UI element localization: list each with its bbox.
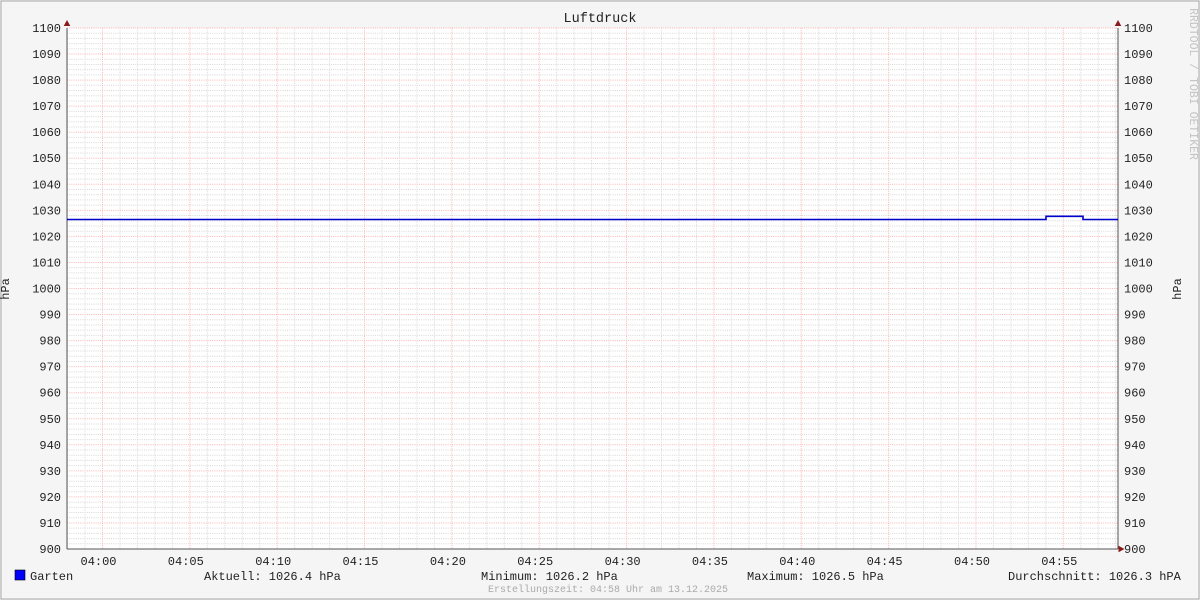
svg-text:04:30: 04:30	[605, 555, 641, 569]
svg-text:04:40: 04:40	[779, 555, 815, 569]
svg-text:04:15: 04:15	[343, 555, 379, 569]
svg-text:04:10: 04:10	[255, 555, 291, 569]
svg-text:1060: 1060	[1124, 126, 1153, 140]
svg-text:960: 960	[39, 387, 61, 401]
svg-text:920: 920	[39, 491, 61, 505]
svg-text:hPa: hPa	[1171, 278, 1185, 300]
svg-text:1090: 1090	[32, 48, 61, 62]
svg-text:930: 930	[39, 465, 61, 479]
svg-text:1070: 1070	[1124, 100, 1153, 114]
svg-text:960: 960	[1124, 387, 1146, 401]
svg-text:1070: 1070	[32, 100, 61, 114]
svg-text:1020: 1020	[32, 230, 61, 244]
svg-text:900: 900	[39, 543, 61, 557]
svg-text:04:35: 04:35	[692, 555, 728, 569]
svg-text:1030: 1030	[1124, 204, 1153, 218]
svg-text:1050: 1050	[32, 152, 61, 166]
svg-text:1100: 1100	[32, 22, 61, 36]
svg-text:1040: 1040	[1124, 178, 1153, 192]
svg-text:1090: 1090	[1124, 48, 1153, 62]
svg-text:RRDTOOL / TOBI OETIKER: RRDTOOL / TOBI OETIKER	[1186, 8, 1199, 160]
svg-text:990: 990	[39, 309, 61, 323]
svg-text:930: 930	[1124, 465, 1146, 479]
svg-text:Erstellungszeit: 04:58 Uhr am: Erstellungszeit: 04:58 Uhr am 13.12.2025	[488, 584, 728, 596]
svg-text:1080: 1080	[32, 74, 61, 88]
svg-text:1000: 1000	[32, 283, 61, 297]
svg-text:990: 990	[1124, 309, 1146, 323]
svg-text:04:05: 04:05	[168, 555, 204, 569]
svg-text:1080: 1080	[1124, 74, 1153, 88]
svg-text:970: 970	[39, 361, 61, 375]
svg-text:Durchschnitt: 1026.3 hPA: Durchschnitt: 1026.3 hPA	[1008, 570, 1182, 584]
svg-text:1030: 1030	[32, 204, 61, 218]
svg-text:950: 950	[1124, 413, 1146, 427]
svg-text:920: 920	[1124, 491, 1146, 505]
svg-text:Maximum: 1026.5 hPa: Maximum: 1026.5 hPa	[747, 570, 884, 584]
svg-text:940: 940	[1124, 439, 1146, 453]
svg-text:hPa: hPa	[0, 278, 13, 300]
svg-text:Minimum: 1026.2 hPa: Minimum: 1026.2 hPa	[481, 570, 618, 584]
svg-text:980: 980	[39, 335, 61, 349]
svg-text:04:20: 04:20	[430, 555, 466, 569]
svg-text:970: 970	[1124, 361, 1146, 375]
svg-text:04:45: 04:45	[867, 555, 903, 569]
svg-text:1020: 1020	[1124, 230, 1153, 244]
svg-text:04:55: 04:55	[1041, 555, 1077, 569]
svg-text:04:00: 04:00	[81, 555, 117, 569]
svg-text:910: 910	[1124, 517, 1146, 531]
svg-text:1000: 1000	[1124, 283, 1153, 297]
svg-text:1010: 1010	[1124, 256, 1153, 270]
svg-text:Luftdruck: Luftdruck	[564, 12, 637, 27]
svg-text:04:25: 04:25	[517, 555, 553, 569]
svg-text:940: 940	[39, 439, 61, 453]
svg-text:1060: 1060	[32, 126, 61, 140]
svg-text:Garten: Garten	[30, 570, 73, 584]
svg-text:910: 910	[39, 517, 61, 531]
svg-text:1010: 1010	[32, 256, 61, 270]
svg-text:1050: 1050	[1124, 152, 1153, 166]
svg-text:Aktuell: 1026.4 hPa: Aktuell: 1026.4 hPa	[204, 570, 341, 584]
svg-text:1100: 1100	[1124, 22, 1153, 36]
svg-text:980: 980	[1124, 335, 1146, 349]
svg-text:900: 900	[1124, 543, 1146, 557]
svg-text:04:50: 04:50	[954, 555, 990, 569]
svg-text:1040: 1040	[32, 178, 61, 192]
svg-text:950: 950	[39, 413, 61, 427]
